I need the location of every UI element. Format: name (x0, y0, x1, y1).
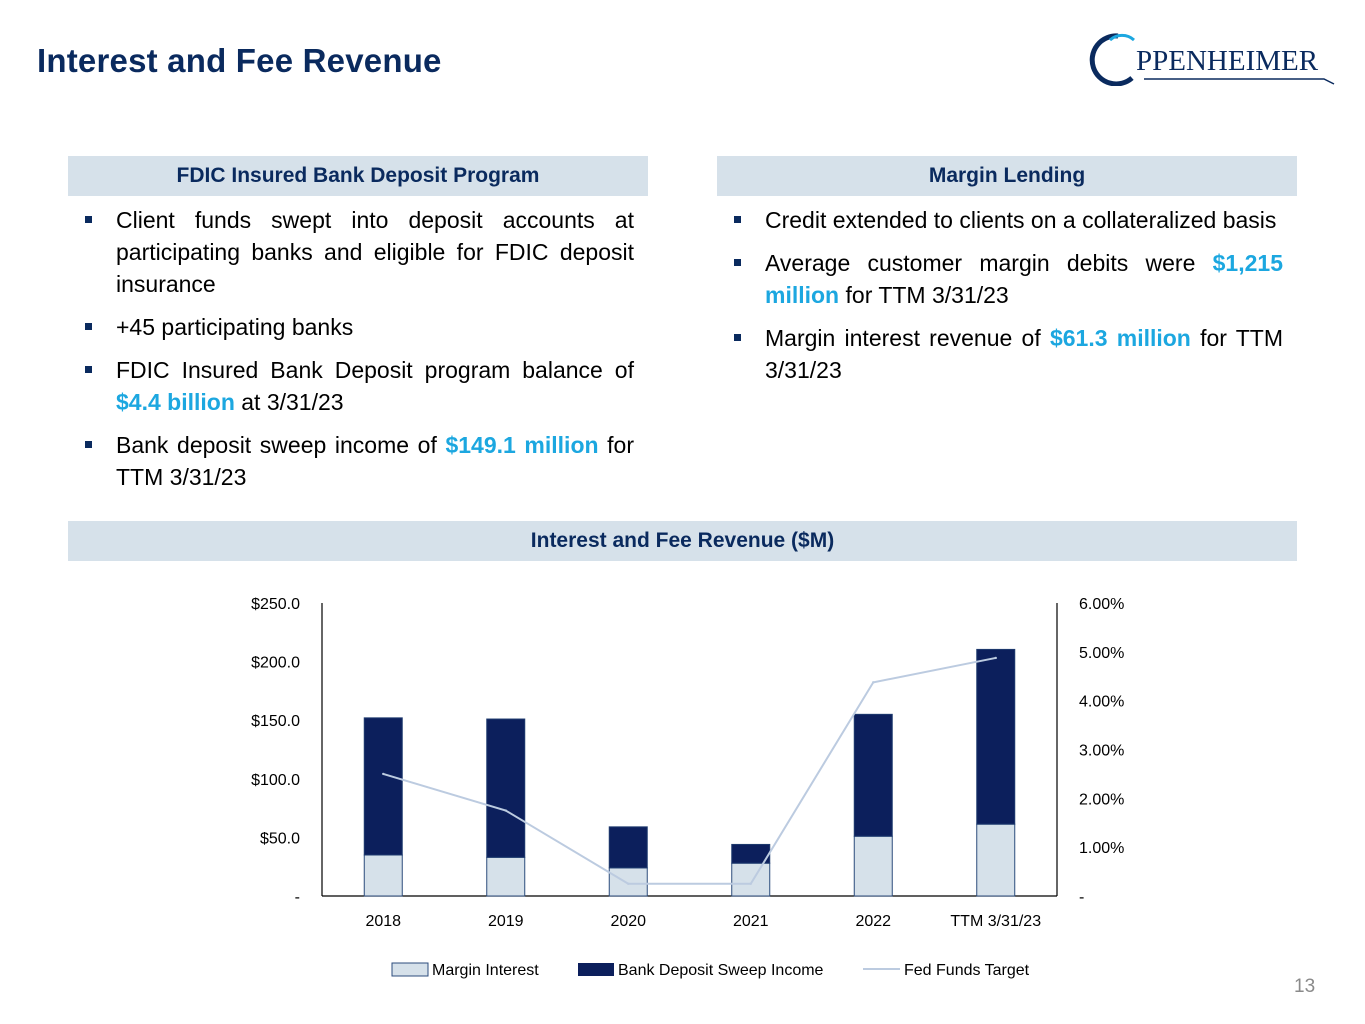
bar-margin-interest (853, 835, 893, 897)
chart-header: Interest and Fee Revenue ($M) (68, 521, 1297, 561)
bullet-marker-icon (85, 216, 92, 223)
highlight-value: $61.3 million (1049, 325, 1191, 351)
interest-fee-revenue-chart: - $50.0 $100.0 $150.0 $200.0 $250.0 - 1.00% 2.00… (251, 596, 1124, 979)
bar-margin-interest (731, 862, 771, 897)
bullet-text: for TTM 3/31/23 (839, 282, 1009, 308)
fed-funds-line (382, 656, 996, 885)
legend-bank-deposit-swatch (578, 963, 614, 976)
y-left-tick-label: - (295, 889, 300, 906)
highlight-value: $149.1 million (445, 432, 599, 458)
fdic-program-bullets: Client funds swept into deposit accounts… (68, 204, 634, 504)
bar-bank-deposit-sweep (363, 717, 403, 856)
x-tick-label: 2020 (610, 913, 646, 930)
bullet-item: FDIC Insured Bank Deposit program balanc… (68, 354, 634, 418)
bullet-text: Client funds swept into deposit accounts… (116, 207, 634, 297)
x-tick-label: 2021 (733, 913, 769, 930)
bullet-item: Client funds swept into deposit accounts… (68, 204, 634, 300)
bullet-text: for TTM 3/31/23 (116, 432, 634, 490)
y-right-tick-label: 1.00% (1079, 840, 1124, 857)
bullet-text: FDIC Insured Bank Deposit program balanc… (116, 357, 634, 383)
fed-funds-point (872, 681, 875, 684)
x-tick-label: 2018 (365, 913, 401, 930)
bullet-item: Average customer margin debits were $1,2… (717, 247, 1283, 311)
fdic-program-header: FDIC Insured Bank Deposit Program (68, 156, 648, 196)
bullet-text: for TTM 3/31/23 (765, 325, 1284, 383)
y-left-tick-label: $50.0 (260, 830, 300, 847)
legend-fed-funds-label: Fed Funds Target (904, 962, 1030, 979)
y-left-tick-label: $250.0 (251, 596, 300, 613)
fed-funds-point (749, 882, 752, 885)
highlight-value: $1,215 million (765, 250, 1283, 308)
bullet-text: Margin interest revenue of (765, 325, 1050, 351)
bar-bank-deposit-sweep (608, 826, 648, 869)
fed-funds-point (504, 809, 507, 812)
bar-margin-interest (976, 823, 1016, 897)
bullet-marker-icon (85, 366, 92, 373)
bullet-item: Bank deposit sweep income of $149.1 mill… (68, 429, 634, 493)
y-right-tick-label: 2.00% (1079, 791, 1124, 808)
x-tick-label: 2019 (488, 913, 524, 930)
fed-funds-point (627, 882, 630, 885)
bar-bank-deposit-sweep (853, 713, 893, 837)
legend-margin-interest-swatch (391, 962, 429, 977)
bar-bank-deposit-sweep (976, 648, 1016, 825)
bullet-item: +45 participating banks (68, 311, 634, 343)
fed-funds-point (994, 656, 997, 660)
page-number: 13 (1294, 976, 1316, 997)
y-right-tick-label: - (1079, 889, 1084, 906)
bar-margin-interest (608, 867, 648, 897)
bullet-text: Credit extended to clients on a collater… (765, 207, 1277, 233)
bullet-marker-icon (85, 441, 92, 448)
fed-funds-point (382, 772, 385, 776)
bullet-text: at 3/31/23 (234, 389, 344, 415)
bullet-marker-icon (734, 216, 741, 223)
bullet-text: Bank deposit sweep income of (116, 432, 446, 458)
legend-margin-interest-label: Margin Interest (432, 962, 539, 979)
legend-bank-deposit-label: Bank Deposit Sweep Income (618, 962, 824, 979)
bullet-marker-icon (734, 334, 741, 341)
svg-text:PPENHEIMER: PPENHEIMER (1136, 45, 1319, 77)
y-left-tick-label: $200.0 (251, 655, 300, 672)
slide-title: Interest and Fee Revenue (37, 42, 442, 79)
bullet-marker-icon (85, 323, 92, 330)
x-tick-label: 2022 (855, 913, 891, 930)
bullet-text: +45 participating banks (116, 314, 354, 340)
bar-margin-interest (486, 856, 526, 897)
y-right-tick-label: 3.00% (1079, 743, 1124, 760)
bar-margin-interest (363, 854, 403, 897)
y-left-tick-label: $150.0 (251, 713, 300, 730)
oppenheimer-logo: PPENHEIMER (1089, 33, 1335, 86)
bullet-marker-icon (734, 259, 741, 266)
y-left-tick-label: $100.0 (251, 772, 300, 789)
y-right-tick-label: 4.00% (1079, 694, 1124, 711)
y-right-tick-label: 6.00% (1079, 596, 1124, 613)
bullet-item: Margin interest revenue of $61.3 million… (717, 322, 1283, 386)
bullet-item: Credit extended to clients on a collater… (717, 204, 1283, 236)
y-right-tick-label: 5.00% (1079, 645, 1124, 662)
highlight-value: $4.4 billion (116, 389, 235, 415)
margin-lending-bullets: Credit extended to clients on a collater… (717, 204, 1283, 397)
x-tick-label: TTM 3/31/23 (950, 913, 1041, 930)
bullet-text: Average customer margin debits were (765, 250, 1213, 276)
margin-lending-header: Margin Lending (717, 156, 1297, 196)
bar-bank-deposit-sweep (486, 718, 526, 858)
